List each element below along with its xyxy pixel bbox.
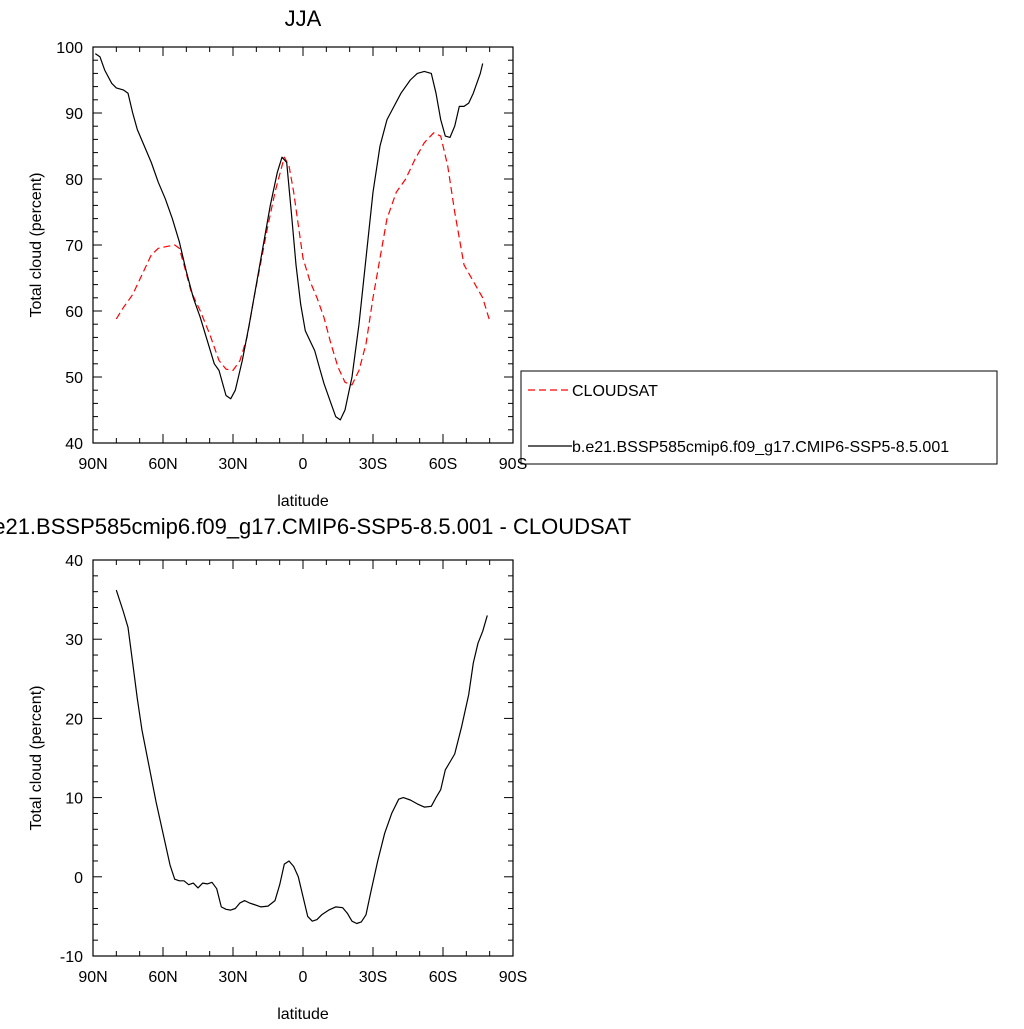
legend-entry-model: b.e21.BSSP585cmip6.f09_g17.CMIP6-SSP5-8.… (572, 439, 949, 456)
lower-x-tick-label: 90S (499, 969, 527, 986)
lower-series-group (115, 589, 488, 925)
upper-x-tick-label: 60N (148, 456, 177, 473)
lower-y-ticks: -10 0 10 20 30 40 (60, 553, 513, 966)
upper-y-tick-label: 50 (65, 370, 83, 387)
upper-y-tick-label: 70 (65, 238, 83, 255)
legend: CLOUDSAT b.e21.BSSP585cmip6.f09_g17.CMIP… (520, 370, 998, 465)
lower-y-tick-label: -10 (60, 949, 83, 966)
legend-box (520, 370, 998, 465)
upper-series-line-1 (94, 53, 484, 421)
upper-x-tick-label: 30N (218, 456, 247, 473)
lower-series-line-0 (115, 589, 488, 925)
lower-x-axis-label: latitude (277, 1006, 329, 1023)
lower-chart-title: b.e21.BSSP585cmip6.f09_g17.CMIP6-SSP5-8.… (0, 514, 631, 539)
legend-entry-cloudsat: CLOUDSAT (572, 383, 658, 400)
lower-x-tick-label: 30S (359, 969, 387, 986)
upper-y-tick-label: 90 (65, 106, 83, 123)
upper-y-axis-label: Total cloud (percent) (28, 173, 45, 318)
lower-y-tick-label: 0 (74, 870, 83, 887)
lower-x-ticks: 90N 60N 30N 0 30S 60S 90S (78, 560, 527, 986)
upper-x-tick-label: 90S (499, 456, 527, 473)
upper-y-tick-label: 40 (65, 436, 83, 453)
lower-y-tick-label: 10 (65, 791, 83, 808)
upper-panel: JJA 90N 60N 30N 0 30S 60S 90S 405060708090100 … (28, 6, 527, 510)
upper-plot-frame (92, 46, 514, 444)
upper-y-tick-label: 60 (65, 304, 83, 321)
upper-y-ticks: 40 50 60 70 80 90 100 (56, 40, 513, 453)
upper-x-tick-label: 30S (359, 456, 387, 473)
upper-chart-title: JJA (285, 6, 322, 31)
upper-x-tick-label: 90N (78, 456, 107, 473)
upper-x-axis-label: latitude (277, 493, 329, 510)
lower-x-tick-label: 30N (218, 969, 247, 986)
lower-y-tick-label: 40 (65, 553, 83, 570)
upper-series-line-0 (115, 132, 491, 386)
upper-x-ticks: 90N 60N 30N 0 30S 60S 90S (78, 47, 527, 473)
lower-y-tick-label: 30 (65, 632, 83, 649)
lower-x-tick-label: 0 (299, 969, 308, 986)
lower-y-axis-label: Total cloud (percent) (28, 686, 45, 831)
lower-y-tick-label: 20 (65, 711, 83, 728)
lower-x-tick-label: 60N (148, 969, 177, 986)
upper-y-tick-label: 100 (56, 40, 83, 57)
upper-y-tick-label: 80 (65, 172, 83, 189)
lower-x-tick-label: 60S (429, 969, 457, 986)
upper-series-group (94, 53, 491, 421)
lower-x-tick-label: 90N (78, 969, 107, 986)
upper-x-tick-label: 60S (429, 456, 457, 473)
lower-panel: b.e21.BSSP585cmip6.f09_g17.CMIP6-SSP5-8.… (0, 514, 631, 1023)
upper-x-tick-label: 0 (299, 456, 308, 473)
